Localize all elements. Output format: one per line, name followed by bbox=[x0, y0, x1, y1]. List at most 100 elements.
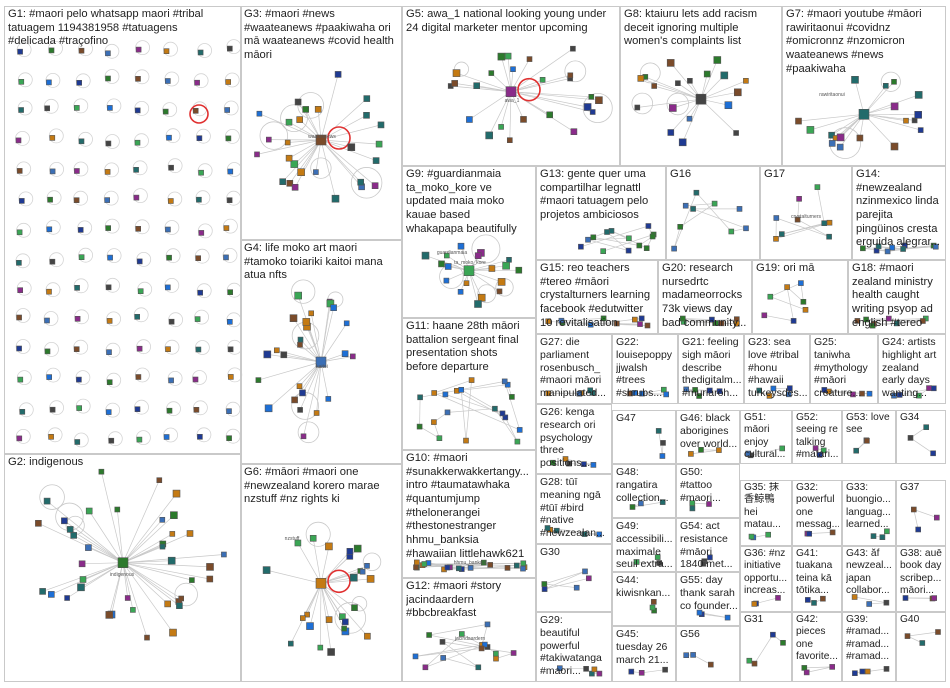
edge bbox=[425, 633, 463, 668]
edge bbox=[637, 98, 702, 108]
node bbox=[16, 229, 23, 236]
node bbox=[930, 450, 936, 457]
edge bbox=[903, 246, 936, 250]
node bbox=[133, 167, 139, 173]
self-loop bbox=[224, 128, 240, 144]
node bbox=[48, 47, 55, 54]
node bbox=[455, 565, 462, 572]
self-loop bbox=[167, 158, 183, 174]
node bbox=[163, 434, 170, 440]
edge bbox=[863, 114, 895, 147]
group-box-g38: G38: auē book day scribep... māori... bbox=[896, 546, 946, 612]
node bbox=[816, 452, 823, 458]
group-box-g31: G31 bbox=[740, 612, 792, 682]
node bbox=[169, 628, 177, 637]
group-label: G32: powerful one messag... bbox=[796, 482, 839, 531]
group-label: G38: auē book day scribep... māori... bbox=[900, 548, 942, 597]
edge bbox=[692, 654, 711, 665]
self-loop bbox=[639, 62, 661, 84]
node bbox=[638, 315, 645, 322]
node bbox=[933, 514, 940, 521]
node bbox=[589, 109, 596, 115]
self-loop bbox=[78, 131, 93, 147]
node bbox=[44, 317, 50, 324]
self-loop bbox=[16, 222, 32, 238]
edge bbox=[854, 79, 865, 115]
edge bbox=[501, 56, 512, 92]
node bbox=[780, 639, 786, 646]
node bbox=[734, 320, 740, 327]
node bbox=[255, 377, 262, 383]
self-loop bbox=[164, 277, 180, 293]
node bbox=[634, 104, 641, 111]
node bbox=[168, 164, 174, 171]
node bbox=[436, 435, 443, 442]
node bbox=[829, 529, 836, 536]
edge bbox=[122, 562, 182, 599]
self-loop bbox=[133, 307, 149, 323]
edge bbox=[593, 236, 640, 246]
node bbox=[287, 640, 294, 647]
node bbox=[74, 284, 80, 291]
group-box-g23: G23: sea love #tribal #honu #hawaii turk… bbox=[744, 334, 810, 404]
group-label: G1: #maori pelo whatsapp maori #tribal t… bbox=[8, 8, 204, 48]
node bbox=[375, 140, 383, 148]
self-loop bbox=[106, 311, 121, 327]
group-label: G54: act resistance #māori 1840 met... bbox=[680, 520, 733, 571]
self-loop bbox=[45, 367, 61, 383]
group-box-g16: G16 bbox=[666, 166, 760, 260]
node bbox=[498, 124, 504, 130]
self-loop bbox=[174, 582, 198, 607]
node bbox=[98, 468, 105, 475]
edge bbox=[64, 520, 124, 563]
node bbox=[497, 52, 506, 61]
node bbox=[515, 266, 523, 274]
node bbox=[359, 568, 366, 575]
edge bbox=[122, 562, 210, 580]
edge bbox=[700, 91, 738, 100]
node bbox=[15, 137, 22, 144]
edge bbox=[122, 562, 180, 606]
edge bbox=[632, 501, 663, 508]
edge bbox=[122, 546, 163, 564]
node bbox=[596, 670, 603, 677]
edge bbox=[259, 113, 322, 141]
node bbox=[73, 346, 80, 353]
node bbox=[440, 655, 447, 661]
edge bbox=[798, 113, 865, 122]
node bbox=[544, 525, 551, 531]
edge bbox=[510, 91, 593, 113]
node bbox=[317, 644, 324, 651]
node bbox=[194, 79, 200, 86]
self-loop bbox=[362, 552, 382, 572]
edge bbox=[256, 139, 322, 155]
self-loop bbox=[39, 484, 65, 510]
group-box-g1: G1: #maori pelo whatsapp maori #tribal t… bbox=[4, 6, 242, 454]
edge bbox=[863, 113, 907, 122]
self-loop bbox=[103, 190, 119, 206]
node bbox=[724, 101, 733, 109]
node bbox=[76, 405, 82, 411]
node bbox=[821, 387, 828, 393]
node-layer bbox=[15, 45, 941, 677]
node bbox=[931, 595, 938, 601]
node bbox=[297, 341, 303, 348]
edge bbox=[640, 78, 702, 100]
group-label: G29: beautiful powerful #takiwatanga #ma… bbox=[540, 614, 602, 678]
node bbox=[613, 320, 620, 327]
node bbox=[16, 314, 22, 321]
edge bbox=[320, 583, 330, 620]
node bbox=[221, 551, 227, 558]
node bbox=[883, 599, 890, 606]
group-label: G23: sea love #tribal #honu #hawaii turk… bbox=[748, 336, 807, 400]
node bbox=[193, 406, 200, 413]
node bbox=[637, 75, 645, 82]
group-label: G40 bbox=[900, 614, 920, 625]
edge bbox=[494, 408, 518, 442]
node bbox=[168, 198, 174, 204]
node bbox=[654, 554, 661, 560]
group-label: G37 bbox=[900, 482, 920, 493]
node-label: nzstuff bbox=[285, 536, 300, 542]
group-label: G56 bbox=[680, 628, 700, 640]
